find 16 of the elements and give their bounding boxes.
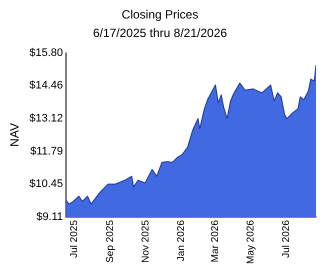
- x-tick-label: Sep 2025: [104, 220, 116, 263]
- x-tick-label: May 2026: [246, 220, 257, 264]
- y-tick-label: $9.11: [36, 211, 64, 224]
- x-tick-label: Jul 2025: [68, 220, 80, 258]
- y-tick-label: $11.79: [30, 145, 64, 158]
- x-tick-label: Nov 2025: [140, 220, 152, 263]
- chart-title: Closing Prices: [122, 8, 198, 22]
- y-tick-label: $10.45: [29, 178, 64, 190]
- chart-subtitle: 6/17/2025 thru 8/21/2026: [92, 26, 228, 40]
- y-tick-label: $14.46: [29, 80, 64, 92]
- y-axis-title: NAV: [8, 123, 22, 147]
- y-tick-label: $15.80: [29, 46, 64, 59]
- x-tick-label: Jul 2026: [281, 220, 292, 258]
- x-tick-label: Jan 2026: [176, 220, 187, 262]
- y-tick-label: $13.12: [29, 112, 64, 125]
- x-tick-label: Mar 2026: [210, 220, 222, 262]
